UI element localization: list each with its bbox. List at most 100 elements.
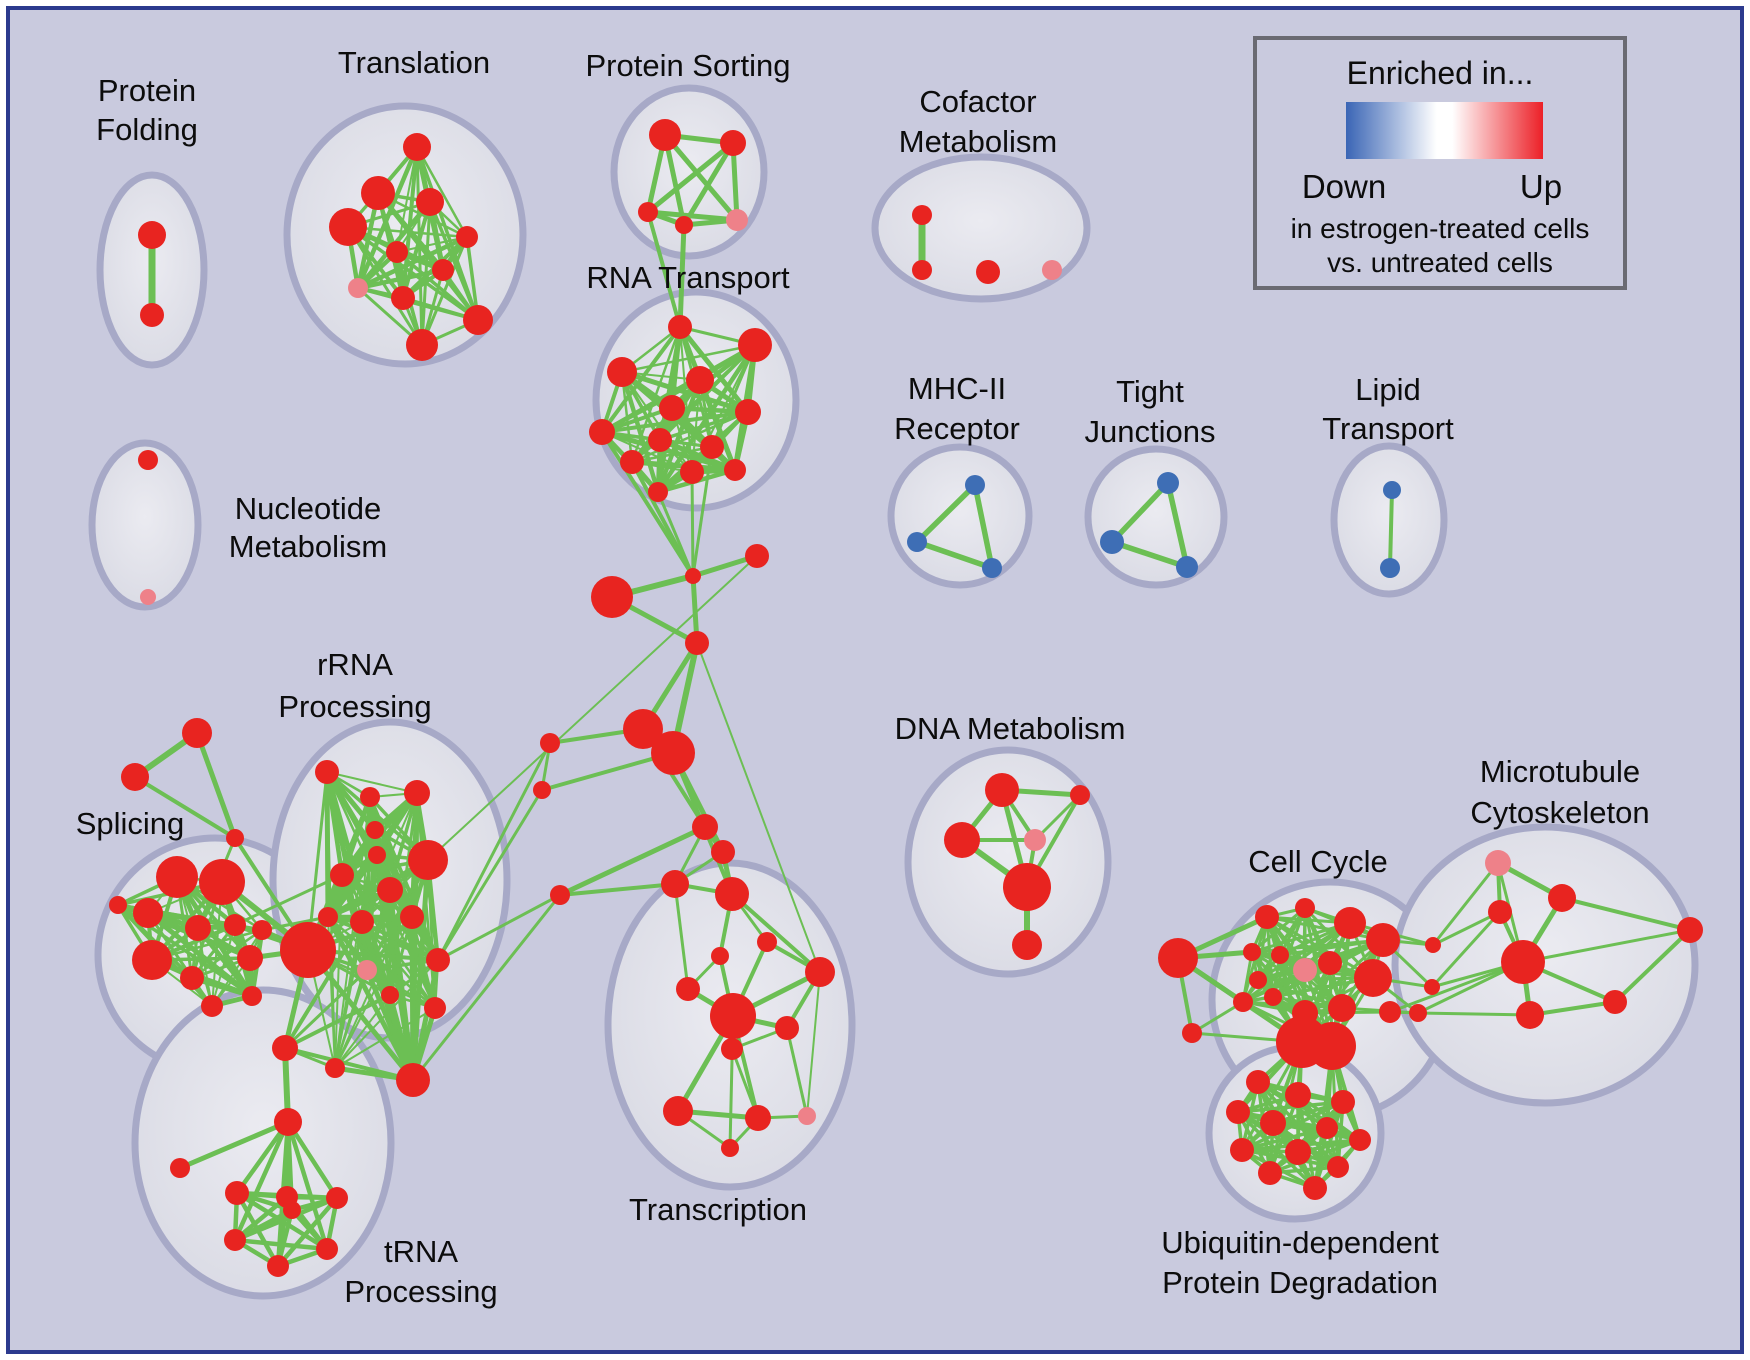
- gene-set-node[interactable]: [381, 986, 399, 1004]
- gene-set-node[interactable]: [1548, 884, 1576, 912]
- gene-set-node[interactable]: [982, 558, 1002, 578]
- gene-set-node[interactable]: [675, 216, 693, 234]
- gene-set-node[interactable]: [274, 1108, 302, 1136]
- gene-set-node[interactable]: [366, 821, 384, 839]
- gene-set-node[interactable]: [140, 303, 164, 327]
- gene-set-node[interactable]: [406, 329, 438, 361]
- gene-set-node[interactable]: [649, 119, 681, 151]
- gene-set-node[interactable]: [226, 829, 244, 847]
- gene-set-node[interactable]: [623, 709, 663, 749]
- gene-set-node[interactable]: [1293, 958, 1317, 982]
- gene-set-node[interactable]: [686, 366, 714, 394]
- gene-set-node[interactable]: [316, 1238, 338, 1260]
- gene-set-node[interactable]: [199, 859, 245, 905]
- gene-set-node[interactable]: [1334, 907, 1366, 939]
- gene-set-node[interactable]: [170, 1158, 190, 1178]
- gene-set-node[interactable]: [1233, 992, 1253, 1012]
- gene-set-node[interactable]: [1271, 946, 1289, 964]
- gene-set-node[interactable]: [944, 822, 980, 858]
- gene-set-node[interactable]: [1226, 1100, 1250, 1124]
- gene-set-node[interactable]: [726, 209, 748, 231]
- gene-set-node[interactable]: [225, 1181, 249, 1205]
- gene-set-node[interactable]: [1157, 472, 1179, 494]
- gene-set-node[interactable]: [1024, 829, 1046, 851]
- gene-set-node[interactable]: [1260, 1110, 1286, 1136]
- gene-set-node[interactable]: [540, 733, 560, 753]
- gene-set-node[interactable]: [132, 940, 172, 980]
- gene-set-node[interactable]: [798, 1107, 816, 1125]
- gene-set-node[interactable]: [348, 278, 368, 298]
- gene-set-node[interactable]: [1285, 1082, 1311, 1108]
- gene-set-node[interactable]: [1308, 1022, 1356, 1070]
- gene-set-node[interactable]: [1246, 1070, 1270, 1094]
- gene-set-node[interactable]: [685, 631, 709, 655]
- gene-set-node[interactable]: [1182, 1023, 1202, 1043]
- gene-set-node[interactable]: [138, 221, 166, 249]
- gene-set-node[interactable]: [620, 450, 644, 474]
- gene-set-node[interactable]: [550, 885, 570, 905]
- gene-set-node[interactable]: [350, 910, 374, 934]
- gene-set-node[interactable]: [138, 450, 158, 470]
- gene-set-node[interactable]: [185, 915, 211, 941]
- gene-set-node[interactable]: [237, 945, 263, 971]
- gene-set-node[interactable]: [1295, 898, 1315, 918]
- gene-set-node[interactable]: [912, 260, 932, 280]
- gene-set-node[interactable]: [680, 460, 704, 484]
- gene-set-node[interactable]: [1318, 951, 1342, 975]
- gene-set-node[interactable]: [156, 856, 198, 898]
- gene-set-node[interactable]: [533, 781, 551, 799]
- gene-set-node[interactable]: [408, 840, 448, 880]
- gene-set-node[interactable]: [907, 532, 927, 552]
- gene-set-node[interactable]: [1349, 1129, 1371, 1151]
- gene-set-node[interactable]: [377, 877, 403, 903]
- gene-set-node[interactable]: [715, 877, 749, 911]
- gene-set-node[interactable]: [432, 259, 454, 281]
- gene-set-node[interactable]: [133, 898, 163, 928]
- gene-set-node[interactable]: [1603, 990, 1627, 1014]
- gene-set-node[interactable]: [318, 907, 338, 927]
- gene-set-node[interactable]: [651, 731, 695, 775]
- gene-set-node[interactable]: [591, 576, 633, 618]
- gene-set-node[interactable]: [396, 1063, 430, 1097]
- gene-set-node[interactable]: [1485, 850, 1511, 876]
- gene-set-node[interactable]: [805, 957, 835, 987]
- gene-set-node[interactable]: [1424, 979, 1440, 995]
- gene-set-node[interactable]: [663, 1096, 693, 1126]
- gene-set-node[interactable]: [711, 947, 729, 965]
- gene-set-node[interactable]: [252, 920, 272, 940]
- gene-set-node[interactable]: [403, 133, 431, 161]
- gene-set-node[interactable]: [201, 995, 223, 1017]
- gene-set-node[interactable]: [424, 997, 446, 1019]
- gene-set-node[interactable]: [1677, 917, 1703, 943]
- gene-set-node[interactable]: [280, 922, 336, 978]
- gene-set-node[interactable]: [661, 870, 689, 898]
- gene-set-node[interactable]: [224, 1229, 246, 1251]
- gene-set-node[interactable]: [721, 1038, 743, 1060]
- gene-set-node[interactable]: [648, 428, 672, 452]
- gene-set-node[interactable]: [1243, 943, 1261, 961]
- gene-set-node[interactable]: [224, 914, 246, 936]
- gene-set-node[interactable]: [1425, 937, 1441, 953]
- gene-set-node[interactable]: [1327, 1156, 1349, 1178]
- gene-set-node[interactable]: [426, 948, 450, 972]
- gene-set-node[interactable]: [1070, 785, 1090, 805]
- gene-set-node[interactable]: [326, 1187, 348, 1209]
- gene-set-node[interactable]: [360, 787, 380, 807]
- gene-set-node[interactable]: [757, 932, 777, 952]
- gene-set-node[interactable]: [400, 905, 424, 929]
- gene-set-node[interactable]: [1012, 930, 1042, 960]
- gene-set-node[interactable]: [1285, 1139, 1311, 1165]
- gene-set-node[interactable]: [330, 863, 354, 887]
- gene-set-node[interactable]: [1042, 260, 1062, 280]
- gene-set-node[interactable]: [738, 328, 772, 362]
- gene-set-node[interactable]: [1331, 1090, 1355, 1114]
- gene-set-node[interactable]: [1383, 481, 1401, 499]
- gene-set-node[interactable]: [745, 1105, 771, 1131]
- gene-set-node[interactable]: [745, 544, 769, 568]
- gene-set-node[interactable]: [1176, 556, 1198, 578]
- gene-set-node[interactable]: [315, 760, 339, 784]
- gene-set-node[interactable]: [1264, 988, 1282, 1006]
- gene-set-node[interactable]: [140, 589, 156, 605]
- gene-set-node[interactable]: [456, 226, 478, 248]
- gene-set-node[interactable]: [416, 188, 444, 216]
